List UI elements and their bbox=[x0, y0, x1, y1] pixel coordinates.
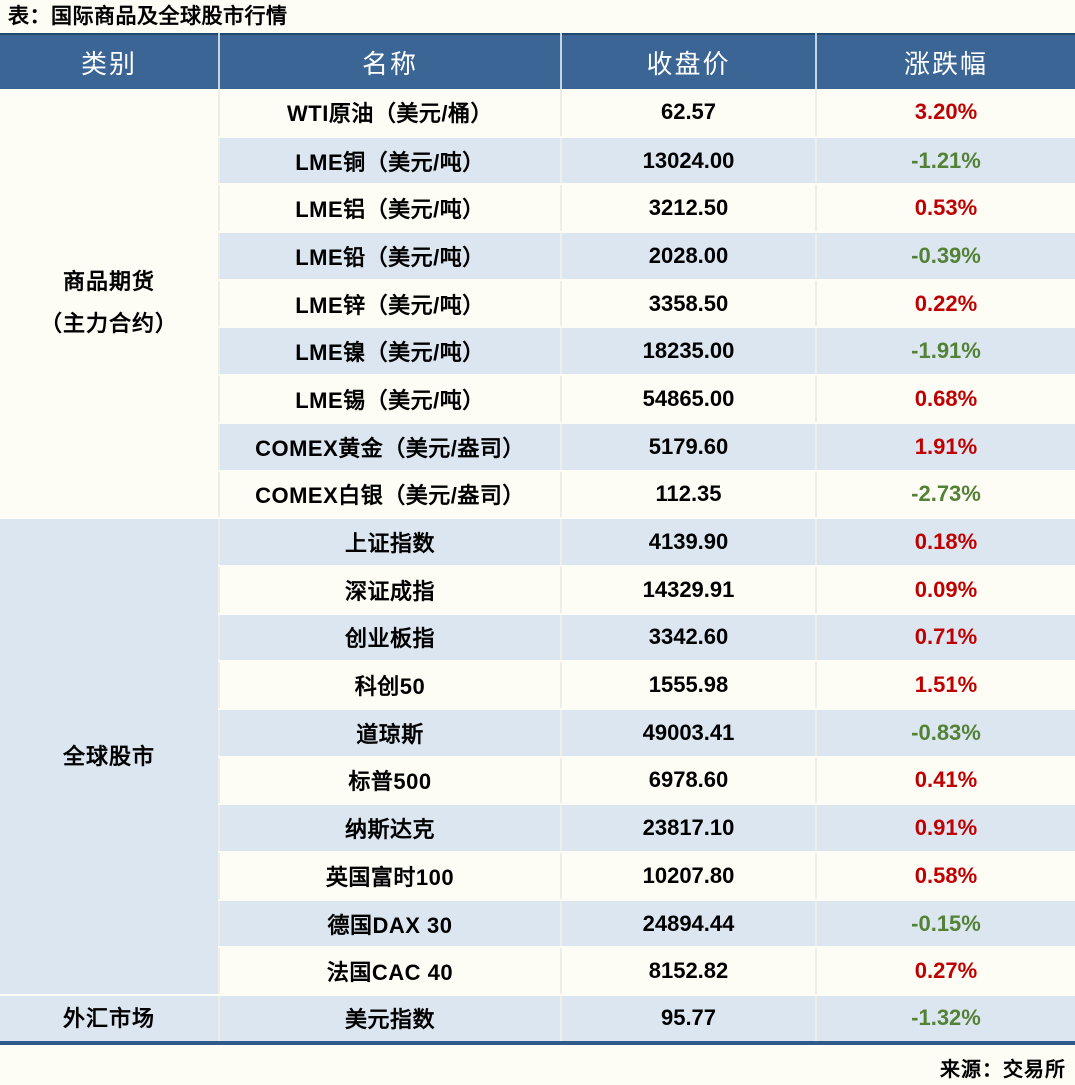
category-cell: 全球股市 bbox=[0, 517, 219, 997]
change-percent: -1.32% bbox=[815, 994, 1075, 1044]
instrument-name: WTI原油（美元/桶） bbox=[218, 89, 561, 138]
change-percent: 0.91% bbox=[815, 804, 1075, 853]
table-row: COMEX白银（美元/盎司） 112.35 -2.73% bbox=[0, 470, 1075, 520]
instrument-name: 深证成指 bbox=[218, 565, 561, 615]
table-row: LME锡（美元/吨） 54865.00 0.68% bbox=[0, 375, 1075, 424]
instrument-name: COMEX白银（美元/盎司） bbox=[218, 470, 561, 520]
header-row: 类别 名称 收盘价 涨跌幅 bbox=[0, 34, 1075, 89]
instrument-name: 标普500 bbox=[218, 756, 561, 806]
change-percent: 1.91% bbox=[815, 422, 1075, 472]
instrument-name: 上证指数 bbox=[218, 517, 561, 567]
category-cell: 商品期货 （主力合约） bbox=[0, 89, 219, 520]
change-percent: 0.18% bbox=[815, 517, 1075, 567]
close-price: 8152.82 bbox=[560, 947, 816, 997]
close-price: 3212.50 bbox=[560, 184, 816, 234]
source-note: 来源：交易所 bbox=[940, 1058, 1066, 1081]
table-row: LME铅（美元/吨） 2028.00 -0.39% bbox=[0, 232, 1075, 281]
change-percent: -2.73% bbox=[815, 470, 1075, 520]
instrument-name: COMEX黄金（美元/盎司） bbox=[218, 422, 561, 472]
close-price: 49003.41 bbox=[560, 708, 816, 758]
table-row: 标普500 6978.60 0.41% bbox=[0, 756, 1075, 806]
header-cell-close: 收盘价 bbox=[560, 34, 816, 89]
table-row: LME铜（美元/吨） 13024.00 -1.21% bbox=[0, 136, 1075, 186]
table-row: 德国DAX 30 24894.44 -0.15% bbox=[0, 899, 1075, 949]
instrument-name: LME锌（美元/吨） bbox=[218, 279, 561, 329]
table-row: 道琼斯 49003.41 -0.83% bbox=[0, 708, 1075, 758]
change-percent: -1.91% bbox=[815, 327, 1075, 377]
close-price: 24894.44 bbox=[560, 899, 816, 949]
change-percent: 0.22% bbox=[815, 279, 1075, 329]
change-percent: 0.53% bbox=[815, 184, 1075, 234]
table-row: COMEX黄金（美元/盎司） 5179.60 1.91% bbox=[0, 422, 1075, 472]
instrument-name: LME镍（美元/吨） bbox=[218, 327, 561, 377]
change-percent: 0.71% bbox=[815, 613, 1075, 663]
change-percent: -0.83% bbox=[815, 708, 1075, 758]
close-price: 62.57 bbox=[560, 89, 816, 138]
instrument-name: 科创50 bbox=[218, 661, 561, 710]
header-cell-name: 名称 bbox=[218, 34, 561, 89]
change-percent: 0.68% bbox=[815, 375, 1075, 424]
table-row: LME铝（美元/吨） 3212.50 0.53% bbox=[0, 184, 1075, 234]
close-price: 5179.60 bbox=[560, 422, 816, 472]
close-price: 3342.60 bbox=[560, 613, 816, 663]
table-row: 商品期货 （主力合约） WTI原油（美元/桶） 62.57 3.20% bbox=[0, 89, 1075, 520]
instrument-name: 道琼斯 bbox=[218, 708, 561, 758]
table-row: 英国富时100 10207.80 0.58% bbox=[0, 852, 1075, 901]
table-row: 创业板指 3342.60 0.71% bbox=[0, 613, 1075, 663]
market-table: 类别 名称 收盘价 涨跌幅 商品期货 （主力合约） WTI原油（美元/桶） 62… bbox=[0, 33, 1075, 1045]
change-percent: -0.15% bbox=[815, 899, 1075, 949]
close-price: 13024.00 bbox=[560, 136, 816, 186]
instrument-name: LME铜（美元/吨） bbox=[218, 136, 561, 186]
header-cell-category: 类别 bbox=[0, 34, 219, 89]
close-price: 95.77 bbox=[560, 994, 816, 1044]
instrument-name: LME铅（美元/吨） bbox=[218, 232, 561, 281]
close-price: 112.35 bbox=[560, 470, 816, 520]
change-percent: 1.51% bbox=[815, 661, 1075, 710]
table-row: LME镍（美元/吨） 18235.00 -1.91% bbox=[0, 327, 1075, 377]
close-price: 1555.98 bbox=[560, 661, 816, 710]
instrument-name: 法国CAC 40 bbox=[218, 947, 561, 997]
close-price: 2028.00 bbox=[560, 232, 816, 281]
change-percent: 3.20% bbox=[815, 89, 1075, 138]
table-row: 深证成指 14329.91 0.09% bbox=[0, 565, 1075, 615]
table-header: 类别 名称 收盘价 涨跌幅 bbox=[0, 34, 1075, 89]
close-price: 10207.80 bbox=[560, 852, 816, 901]
close-price: 14329.91 bbox=[560, 565, 816, 615]
change-percent: 0.41% bbox=[815, 756, 1075, 806]
close-price: 3358.50 bbox=[560, 279, 816, 329]
instrument-name: LME锡（美元/吨） bbox=[218, 375, 561, 424]
instrument-name: 纳斯达克 bbox=[218, 804, 561, 853]
change-percent: 0.58% bbox=[815, 852, 1075, 901]
table-row: 纳斯达克 23817.10 0.91% bbox=[0, 804, 1075, 853]
table-row: 外汇市场 美元指数 95.77 -1.32% bbox=[0, 994, 1075, 1044]
page-title: 表：国际商品及全球股市行情 bbox=[8, 5, 288, 28]
close-price: 6978.60 bbox=[560, 756, 816, 806]
header-cell-change: 涨跌幅 bbox=[815, 34, 1075, 89]
close-price: 23817.10 bbox=[560, 804, 816, 853]
category-cell: 外汇市场 bbox=[0, 994, 219, 1044]
table-row: LME锌（美元/吨） 3358.50 0.22% bbox=[0, 279, 1075, 329]
instrument-name: 创业板指 bbox=[218, 613, 561, 663]
change-percent: 0.09% bbox=[815, 565, 1075, 615]
close-price: 54865.00 bbox=[560, 375, 816, 424]
table-row: 全球股市 上证指数 4139.90 0.18% bbox=[0, 517, 1075, 997]
table-row: 科创50 1555.98 1.51% bbox=[0, 661, 1075, 710]
close-price: 18235.00 bbox=[560, 327, 816, 377]
instrument-name: LME铝（美元/吨） bbox=[218, 184, 561, 234]
instrument-name: 美元指数 bbox=[218, 994, 561, 1044]
close-price: 4139.90 bbox=[560, 517, 816, 567]
table-body: 商品期货 （主力合约） WTI原油（美元/桶） 62.57 3.20% LME铜… bbox=[0, 89, 1075, 1044]
change-percent: -0.39% bbox=[815, 232, 1075, 281]
instrument-name: 德国DAX 30 bbox=[218, 899, 561, 949]
change-percent: 0.27% bbox=[815, 947, 1075, 997]
table-row: 法国CAC 40 8152.82 0.27% bbox=[0, 947, 1075, 997]
instrument-name: 英国富时100 bbox=[218, 852, 561, 901]
change-percent: -1.21% bbox=[815, 136, 1075, 186]
